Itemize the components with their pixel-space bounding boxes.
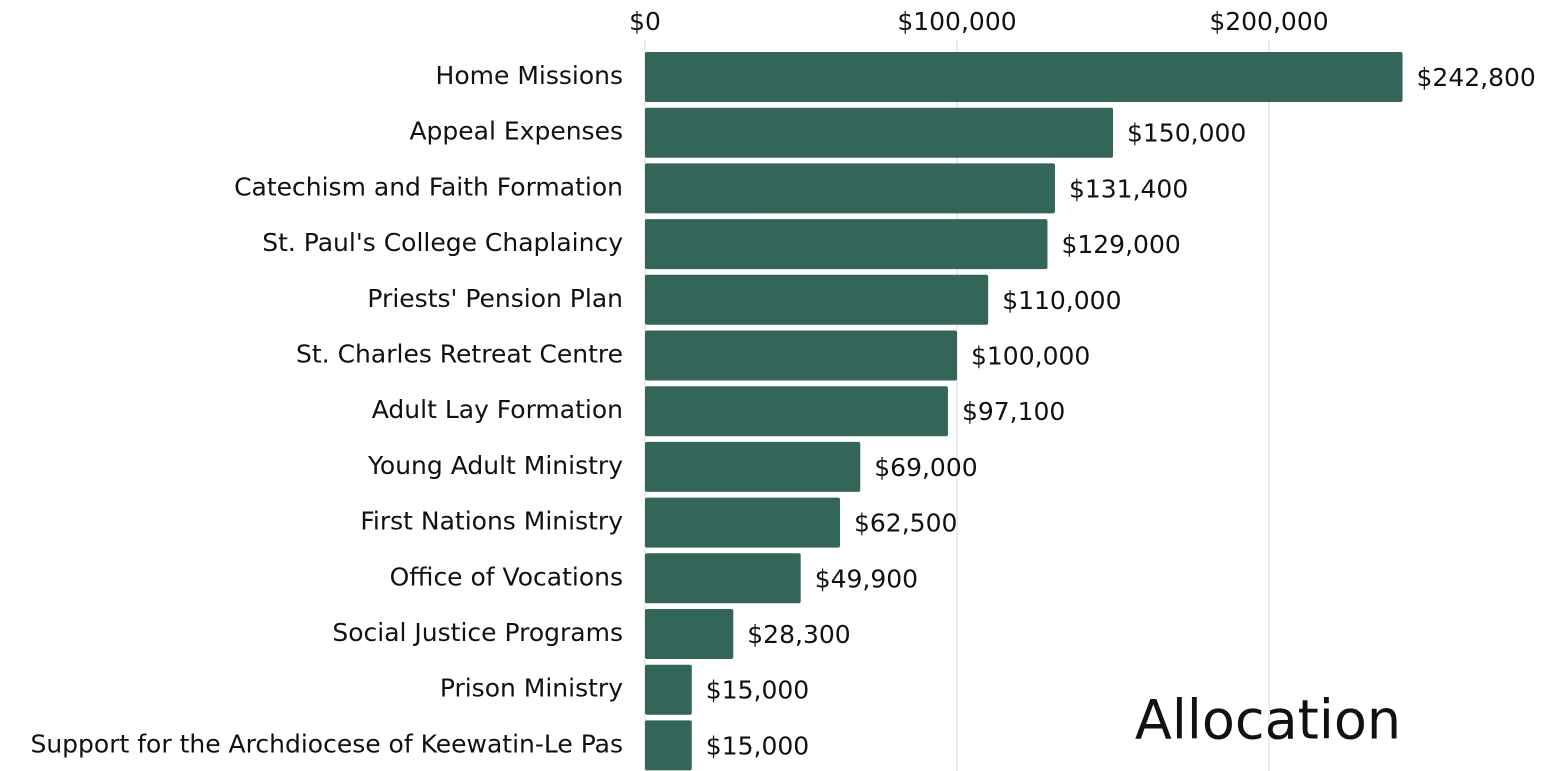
bar (645, 107, 1113, 158)
bar (645, 553, 801, 604)
value-label: $49,900 (815, 564, 918, 593)
y-tick-label: Home Missions (436, 61, 623, 90)
y-tick-label: Young Adult Ministry (367, 451, 623, 480)
y-tick-label: Office of Vocations (390, 562, 623, 591)
y-tick-label: Prison Ministry (440, 674, 623, 703)
chart-title: Allocation (1135, 689, 1401, 752)
value-label: $242,800 (1417, 63, 1536, 92)
y-tick-label: Adult Lay Formation (372, 395, 623, 424)
value-label: $131,400 (1069, 174, 1188, 203)
value-label: $28,300 (747, 620, 850, 649)
value-label: $129,000 (1061, 230, 1180, 259)
bar (645, 386, 948, 437)
bar (645, 274, 989, 325)
value-label: $97,100 (962, 397, 1065, 426)
bar (645, 720, 692, 771)
y-tick-label: Support for the Archdiocese of Keewatin-… (30, 729, 623, 758)
bar (645, 163, 1055, 214)
bar (645, 330, 957, 381)
y-tick-label: St. Charles Retreat Centre (296, 340, 623, 369)
y-tick-label: Catechism and Faith Formation (234, 172, 623, 201)
y-tick-label: Appeal Expenses (409, 117, 623, 146)
value-label: $15,000 (706, 731, 809, 760)
y-tick-label: Social Justice Programs (332, 618, 623, 647)
x-tick-label: $100,000 (897, 7, 1016, 36)
value-label: $62,500 (854, 509, 957, 538)
bar (645, 664, 692, 715)
value-label: $110,000 (1002, 286, 1121, 315)
bar (645, 441, 861, 492)
y-tick-label: St. Paul's College Chaplaincy (262, 228, 623, 257)
bar (645, 609, 734, 659)
bar (645, 219, 1048, 270)
value-label: $150,000 (1127, 119, 1246, 148)
bar (645, 52, 1403, 102)
bar (645, 497, 840, 548)
y-tick-label: First Nations Ministry (360, 507, 623, 536)
value-label: $69,000 (874, 453, 977, 482)
value-label: $15,000 (706, 676, 809, 705)
x-tick-label: $0 (629, 7, 661, 36)
y-tick-label: Priests' Pension Plan (367, 284, 623, 313)
value-label: $100,000 (971, 342, 1090, 371)
x-tick-label: $200,000 (1209, 7, 1328, 36)
